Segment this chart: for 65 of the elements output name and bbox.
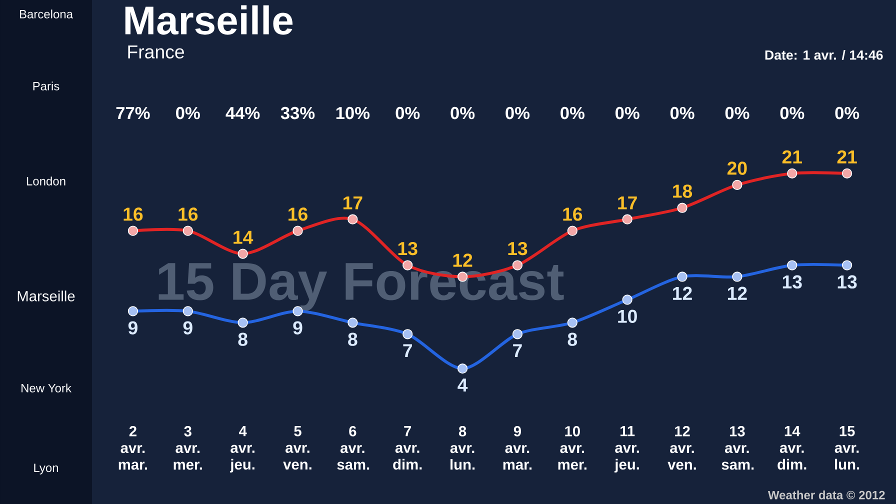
data-label: 4 [458, 378, 468, 392]
x-tick-label: 6 avr. sam. [337, 426, 370, 470]
data-label: 14 [234, 230, 254, 244]
text: 0% [670, 106, 694, 120]
x-tick-label: 7 avr. dim. [393, 426, 422, 470]
data-label: 8 [348, 332, 358, 346]
data-label: 17 [343, 196, 362, 210]
data-label: 16 [124, 208, 143, 221]
text: 0% [780, 106, 804, 120]
x-tick-label: 11 avr. jeu. [614, 426, 639, 472]
text: 77% [116, 106, 150, 120]
text: Barcelona [20, 10, 74, 18]
text: Date: 1 avr. / 14:46 [765, 50, 883, 60]
x-tick-label: 14 avr. dim. [778, 426, 806, 470]
x-tick-label: 2 avr. mar. [118, 426, 148, 470]
text: London [26, 176, 66, 186]
x-tick-label: 8 avr. lun. [450, 426, 475, 470]
text: 0% [560, 106, 584, 120]
text: 10% [336, 106, 370, 120]
data-label: 9 [128, 321, 138, 334]
text: Weather data © 2012 [768, 490, 885, 500]
text: 0% [396, 106, 420, 120]
data-label: 12 [673, 286, 692, 300]
text: 0% [450, 106, 475, 120]
data-label: 8 [238, 332, 248, 346]
x-tick-label: 4 avr. jeu. [230, 426, 254, 472]
text: 0% [835, 106, 860, 120]
text: 0% [725, 106, 750, 120]
data-label: 9 [183, 321, 192, 334]
x-tick-label: 3 avr. mer. [174, 426, 202, 470]
x-tick-label: 5 avr. ven. [283, 426, 312, 470]
text: Paris [33, 82, 60, 90]
x-tick-label: 13 avr. sam. [722, 426, 754, 470]
data-label: 21 [837, 150, 857, 164]
data-label: 13 [508, 242, 528, 256]
x-tick-label: 15 avr. lun. [834, 426, 860, 470]
chart-title: Marseille [125, 5, 293, 35]
data-label: 8 [568, 332, 578, 346]
data-label: 13 [838, 275, 857, 289]
data-label: 16 [563, 208, 582, 221]
x-tick-label: 12 avr. ven. [668, 426, 696, 470]
text: 0% [506, 106, 530, 120]
text: Lyon [34, 464, 58, 474]
data-label: 17 [618, 196, 637, 210]
data-label: 20 [727, 162, 747, 175]
chart-subtitle: France [128, 45, 184, 59]
data-label: 16 [288, 208, 308, 221]
data-label: 13 [398, 242, 418, 256]
text: 33% [280, 106, 315, 120]
data-label: 18 [673, 184, 692, 198]
text: 44% [226, 106, 260, 120]
text: Marseille [18, 290, 75, 302]
data-label: 13 [782, 275, 802, 289]
text: 0% [176, 106, 200, 120]
data-label: 9 [293, 321, 302, 334]
x-tick-label: 10 avr. mer. [558, 426, 586, 470]
data-label: 21 [782, 150, 802, 164]
data-label: 12 [728, 286, 747, 300]
data-label: 16 [178, 208, 198, 221]
text: New York [22, 384, 72, 392]
data-label: 10 [618, 310, 637, 323]
data-label: 7 [513, 344, 522, 358]
data-label: 7 [403, 344, 412, 358]
x-tick-label: 9 avr. mar. [503, 426, 532, 470]
text: 0% [616, 106, 640, 120]
